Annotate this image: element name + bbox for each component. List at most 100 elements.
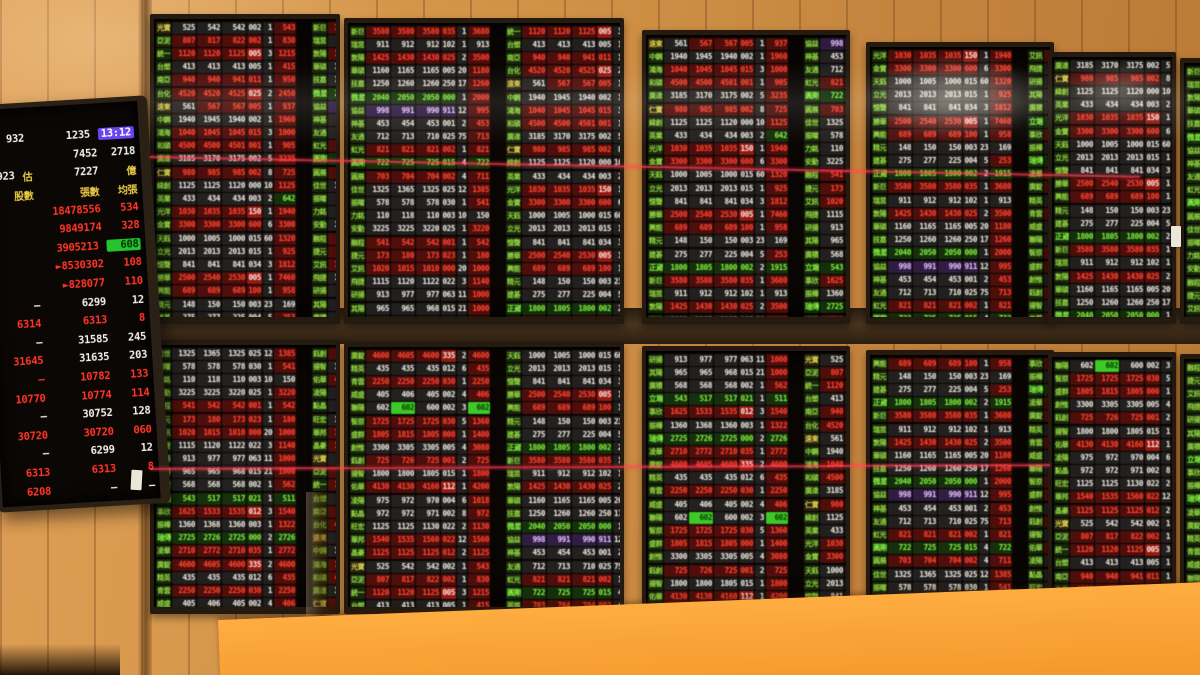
price-cell: 180 [845, 182, 846, 195]
stock-name-cell: 和碩 [648, 77, 663, 90]
stock-name-cell: 協益 [1054, 323, 1069, 324]
price-cell: 180 [391, 249, 415, 262]
price-cell: 000 [963, 476, 978, 489]
price-cell: 1 [979, 247, 989, 260]
price-cell: 1000 [274, 127, 296, 140]
stock-name-cell: 台化 [506, 65, 521, 78]
price-cell: 2013 [547, 362, 571, 375]
price-cell: 2530 [1120, 178, 1144, 191]
price-cell: 1 [1161, 517, 1171, 530]
price-cell: 2725 [222, 532, 246, 545]
price-cell: 578 [366, 197, 390, 210]
price-cell: 977 [222, 453, 246, 466]
price-cell: 102 [739, 288, 754, 301]
stock-name-cell: 憶聲 [506, 375, 521, 388]
stock-name-cell: 建碁 [1054, 217, 1069, 230]
stock-name-cell: 廣達 [156, 153, 171, 166]
stock-name-cell: 興能 [506, 402, 521, 415]
stock-name-cell: 飛捷 [804, 209, 819, 222]
price-cell: 圓剛 [872, 542, 887, 555]
price-cell: 173 [416, 249, 440, 262]
price-cell: 990 [1120, 323, 1144, 324]
price-cell: 965 [664, 366, 688, 379]
stock-name-cell: 華邦 [1054, 491, 1069, 504]
price-cell: 1215 [1172, 544, 1176, 556]
price-cell: 406 [274, 598, 296, 607]
stock-name-cell: 金寶 [1054, 125, 1069, 138]
price-cell: 722 [468, 157, 490, 170]
price-cell: 335 [739, 459, 754, 472]
price-cell: 1 [457, 428, 467, 441]
price-cell: 1165 [913, 449, 937, 462]
price-cell: 2725 [664, 432, 688, 445]
price-cell: 517 [714, 393, 738, 406]
price-cell: 1 [613, 362, 620, 375]
price-cell: 001 [1145, 412, 1160, 425]
stock-name-cell: 台化 [156, 87, 171, 100]
price-cell: 1180 [468, 65, 490, 78]
index-value: 億 [126, 165, 137, 178]
price-cell: 002 [739, 498, 754, 511]
price-cell: 722 [888, 542, 912, 555]
price-cell: 1535 [391, 534, 415, 547]
board-panel-content: 廣錠 4600 4605 4600 335 2 4600 精英 435 435 435 012 6 435… [348, 347, 623, 607]
stock-name-cell: 敦陽 [350, 51, 365, 64]
price-cell: 912 [938, 423, 962, 436]
price-cell: 3680 [766, 274, 788, 287]
price-cell: 015 [247, 127, 262, 140]
price-cell: 1035 [1095, 112, 1119, 125]
price-cell: 001 [441, 117, 456, 130]
price-cell: 541 [274, 360, 296, 373]
price-cell: 1165 [714, 314, 738, 317]
price-cell: 002 [441, 315, 456, 317]
price-cell: 20 [613, 494, 623, 507]
stock-name-cell: 艾訊 [1028, 49, 1043, 62]
price-cell: 2040 [366, 91, 390, 104]
price-cell: 602 [1095, 359, 1119, 372]
price-cell: 1560 [468, 534, 490, 547]
stock-name-cell: 憶聲 [648, 195, 663, 208]
price-cell: 118 [197, 373, 221, 386]
price-cell: 微星 [312, 87, 327, 100]
price-cell: 75 [979, 286, 989, 299]
price-cell: 23 [1161, 204, 1171, 217]
price-cell: 1160 [328, 61, 336, 74]
price-cell: 225 [938, 383, 962, 396]
price-cell: 1800 [1044, 300, 1050, 313]
price-cell: 841 [664, 195, 688, 208]
price-cell: 1725 [664, 525, 688, 538]
stock-name-cell: 威盛 [350, 389, 365, 402]
stock-name-cell: 廣達 [648, 90, 663, 103]
index-value: 932 [5, 132, 25, 146]
stock-name-cell: 敦陽 [1054, 270, 1069, 283]
price-cell: 1 [263, 584, 273, 597]
stock-name-cell: 揚智 [648, 577, 663, 590]
price-cell: 2 [755, 129, 765, 142]
price-cell: 4520 [522, 65, 546, 78]
price-cell: 807 [328, 466, 336, 479]
stock-name-cell: 天鈺 [506, 349, 521, 362]
stock-name-cell: 瑞昱 [872, 194, 887, 207]
price-cell: 035 [247, 545, 262, 558]
price-cell: 1035 [689, 143, 713, 156]
price-cell: 689 [522, 262, 546, 275]
price-cell: 912 [391, 38, 415, 51]
price-cell: 578 [845, 129, 846, 142]
stock-name-cell: 安勤 [1186, 263, 1200, 276]
price-cell: 435 [689, 472, 713, 485]
index-value: 2923 [0, 170, 16, 185]
price-cell: 3225 [366, 223, 390, 236]
price-cell: 968 [714, 366, 738, 379]
price-cell: 911 [1070, 257, 1094, 270]
price-cell: 1 [457, 560, 467, 573]
price-cell: 567 [714, 37, 738, 50]
